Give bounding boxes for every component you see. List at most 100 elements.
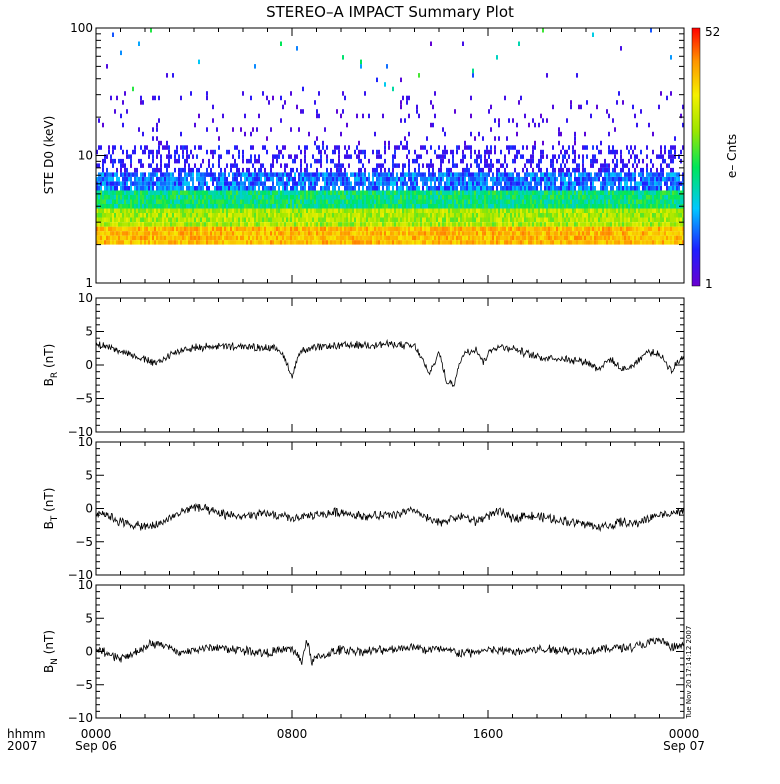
spectrogram-cell bbox=[180, 226, 182, 232]
spectrogram-cell bbox=[246, 235, 248, 241]
spectrogram-cell bbox=[616, 158, 618, 164]
spectrogram-cell bbox=[296, 217, 298, 222]
spectrogram-cell bbox=[346, 204, 348, 209]
spectrogram-cell bbox=[454, 190, 456, 195]
spectrogram-cell bbox=[168, 186, 170, 191]
spectrogram-cell bbox=[438, 240, 440, 245]
spectrogram-cell bbox=[530, 199, 532, 204]
spectrogram-cell bbox=[174, 190, 176, 195]
spectrogram-cell bbox=[602, 208, 604, 213]
spectrogram-cell bbox=[460, 195, 462, 200]
spectrogram-cell bbox=[388, 190, 390, 195]
spectrogram-cell bbox=[506, 172, 508, 177]
spectrogram-cell bbox=[562, 240, 564, 245]
spectrogram-cell bbox=[504, 181, 506, 186]
spectrogram-cell bbox=[506, 163, 508, 168]
spectrogram-cell bbox=[180, 240, 182, 245]
spectrogram-cell bbox=[166, 231, 168, 236]
spectrogram-cell bbox=[424, 204, 426, 209]
spectrogram-cell bbox=[524, 181, 526, 186]
spectrogram-cell bbox=[464, 154, 466, 159]
spectrogram-cell bbox=[154, 190, 156, 195]
spectrogram-cell bbox=[444, 195, 446, 200]
spectrogram-cell bbox=[268, 100, 270, 105]
spectrogram-cell bbox=[618, 240, 620, 245]
spectrogram-cell bbox=[532, 186, 534, 191]
spectrogram-cell bbox=[194, 235, 196, 241]
spectrogram-cell bbox=[188, 190, 190, 195]
spectrogram-cell bbox=[410, 195, 412, 200]
spectrogram-cell bbox=[540, 217, 542, 222]
spectrogram-cell bbox=[476, 217, 478, 222]
spectrogram-cell bbox=[508, 204, 510, 209]
spectrogram-cell bbox=[594, 186, 596, 191]
spectrogram-cell bbox=[552, 199, 554, 204]
spectrogram-cell bbox=[576, 213, 578, 218]
spectrogram-cell bbox=[138, 186, 140, 191]
spectrogram-cell bbox=[278, 199, 280, 204]
spectrogram-cell bbox=[244, 213, 246, 218]
spectrogram-cell bbox=[154, 235, 156, 241]
spectrogram-cell bbox=[500, 163, 502, 168]
spectrogram-cell bbox=[112, 172, 114, 177]
spectrogram-cell bbox=[250, 226, 252, 232]
spectrogram-cell bbox=[268, 208, 270, 213]
spectrogram-cell bbox=[186, 208, 188, 213]
spectrogram-cell bbox=[212, 104, 214, 110]
spectrogram-cell bbox=[300, 190, 302, 195]
spectrogram-cell bbox=[272, 186, 274, 191]
spectrogram-cell bbox=[358, 181, 360, 186]
spectrogram-cell bbox=[316, 231, 318, 236]
spectrogram-cell bbox=[406, 235, 408, 241]
spectrogram-cell bbox=[538, 231, 540, 236]
spectrogram-cell bbox=[314, 195, 316, 200]
spectrogram-cell bbox=[572, 213, 574, 218]
spectrogram-cell bbox=[312, 199, 314, 204]
spectrogram-cell bbox=[236, 222, 238, 227]
spectrogram-cell bbox=[534, 199, 536, 204]
spectrogram-cell bbox=[568, 226, 570, 232]
spectrogram-cell bbox=[210, 190, 212, 195]
spectrogram-cell bbox=[324, 190, 326, 195]
spectrogram-cell bbox=[588, 186, 590, 191]
spectrogram-cell bbox=[338, 199, 340, 204]
spectrogram-cell bbox=[142, 213, 144, 218]
spectrogram-cell bbox=[120, 222, 122, 227]
spectrogram-cell bbox=[218, 172, 220, 177]
spectrogram-cell bbox=[560, 231, 562, 236]
spectrogram-cell bbox=[164, 199, 166, 204]
spectrogram-cell bbox=[426, 186, 428, 191]
spectrogram-cell bbox=[620, 195, 622, 200]
spectrogram-cell bbox=[300, 204, 302, 209]
spectrogram-cell bbox=[150, 208, 152, 213]
spectrogram-cell bbox=[182, 186, 184, 191]
spectrogram-cell bbox=[450, 213, 452, 218]
spectrogram-cell bbox=[516, 122, 518, 128]
spectrogram-cell bbox=[354, 240, 356, 245]
spectrogram-cell bbox=[482, 186, 484, 191]
spectrogram-cell bbox=[206, 95, 208, 101]
spectrogram-cell bbox=[522, 226, 524, 232]
spectrogram-cell bbox=[290, 199, 292, 204]
spectrogram-cell bbox=[506, 226, 508, 232]
spectrogram-cell bbox=[564, 235, 566, 241]
spectrogram-cell bbox=[522, 199, 524, 204]
spectrogram-cell bbox=[190, 186, 192, 191]
spectrogram-cell bbox=[530, 217, 532, 222]
spectrogram-cell bbox=[162, 217, 164, 222]
spectrogram-cell bbox=[372, 190, 374, 195]
spectrogram-cell bbox=[212, 176, 214, 182]
spectrogram-cell bbox=[148, 199, 150, 204]
spectrogram-cell bbox=[378, 226, 380, 232]
spectrogram-cell bbox=[368, 217, 370, 222]
spectrogram-cell bbox=[158, 181, 160, 186]
spectrogram-cell bbox=[420, 231, 422, 236]
spectrogram-cell bbox=[442, 240, 444, 245]
spectrogram-cell bbox=[154, 167, 156, 173]
spectrogram-cell bbox=[234, 217, 236, 222]
spectrogram-cell bbox=[316, 158, 318, 164]
spectrogram-cell bbox=[592, 190, 594, 195]
spectrogram-cell bbox=[268, 222, 270, 227]
spectrogram-cell bbox=[592, 213, 594, 218]
spectrogram-cell bbox=[456, 145, 458, 150]
